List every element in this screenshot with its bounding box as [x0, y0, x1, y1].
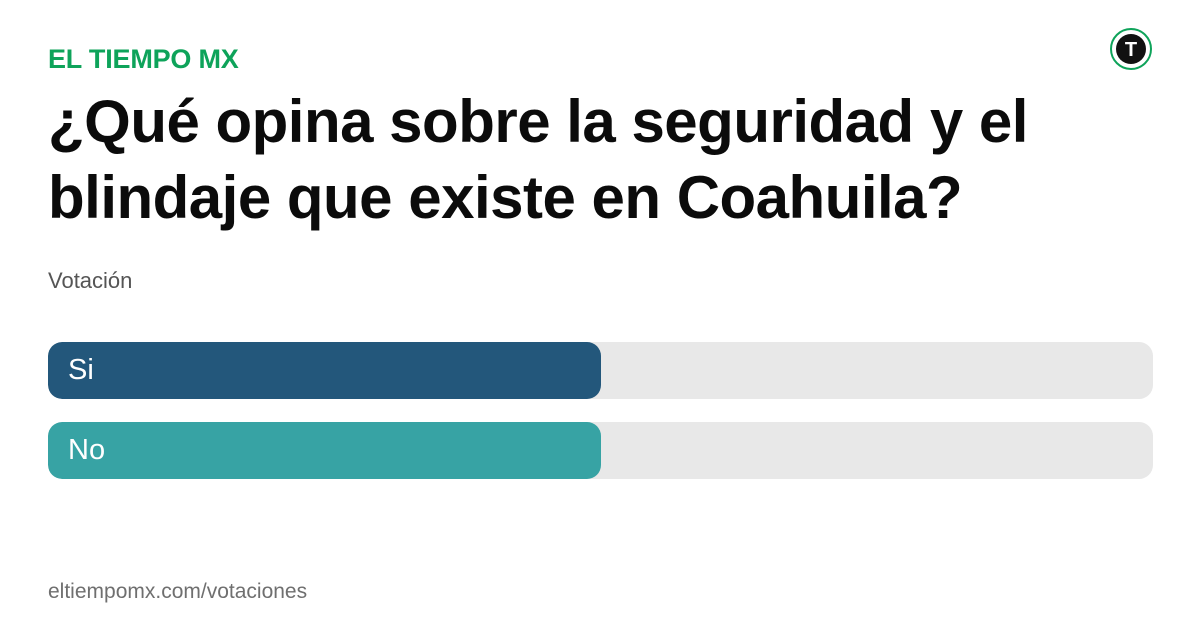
- poll-option-label: Si: [68, 354, 94, 386]
- logo-letter: T: [1125, 39, 1137, 61]
- poll-option-label: No: [68, 434, 106, 466]
- el-tiempo-t-logo-icon: T: [1110, 28, 1152, 70]
- brand-name: EL TIEMPO MX: [48, 44, 239, 74]
- logo-inner: [1116, 34, 1146, 64]
- poll-option-fill: [48, 422, 601, 479]
- poll-option-fill: [48, 342, 601, 399]
- poll-option-no[interactable]: No: [48, 422, 1153, 479]
- poll-question: ¿Qué opina sobre la seguridad y el blind…: [48, 88, 1028, 231]
- poll-options: Si No: [48, 342, 1153, 502]
- footer-url[interactable]: eltiempomx.com/votaciones: [48, 580, 308, 603]
- poll-option-si[interactable]: Si: [48, 342, 1153, 399]
- poll-type-label: Votación: [48, 268, 133, 293]
